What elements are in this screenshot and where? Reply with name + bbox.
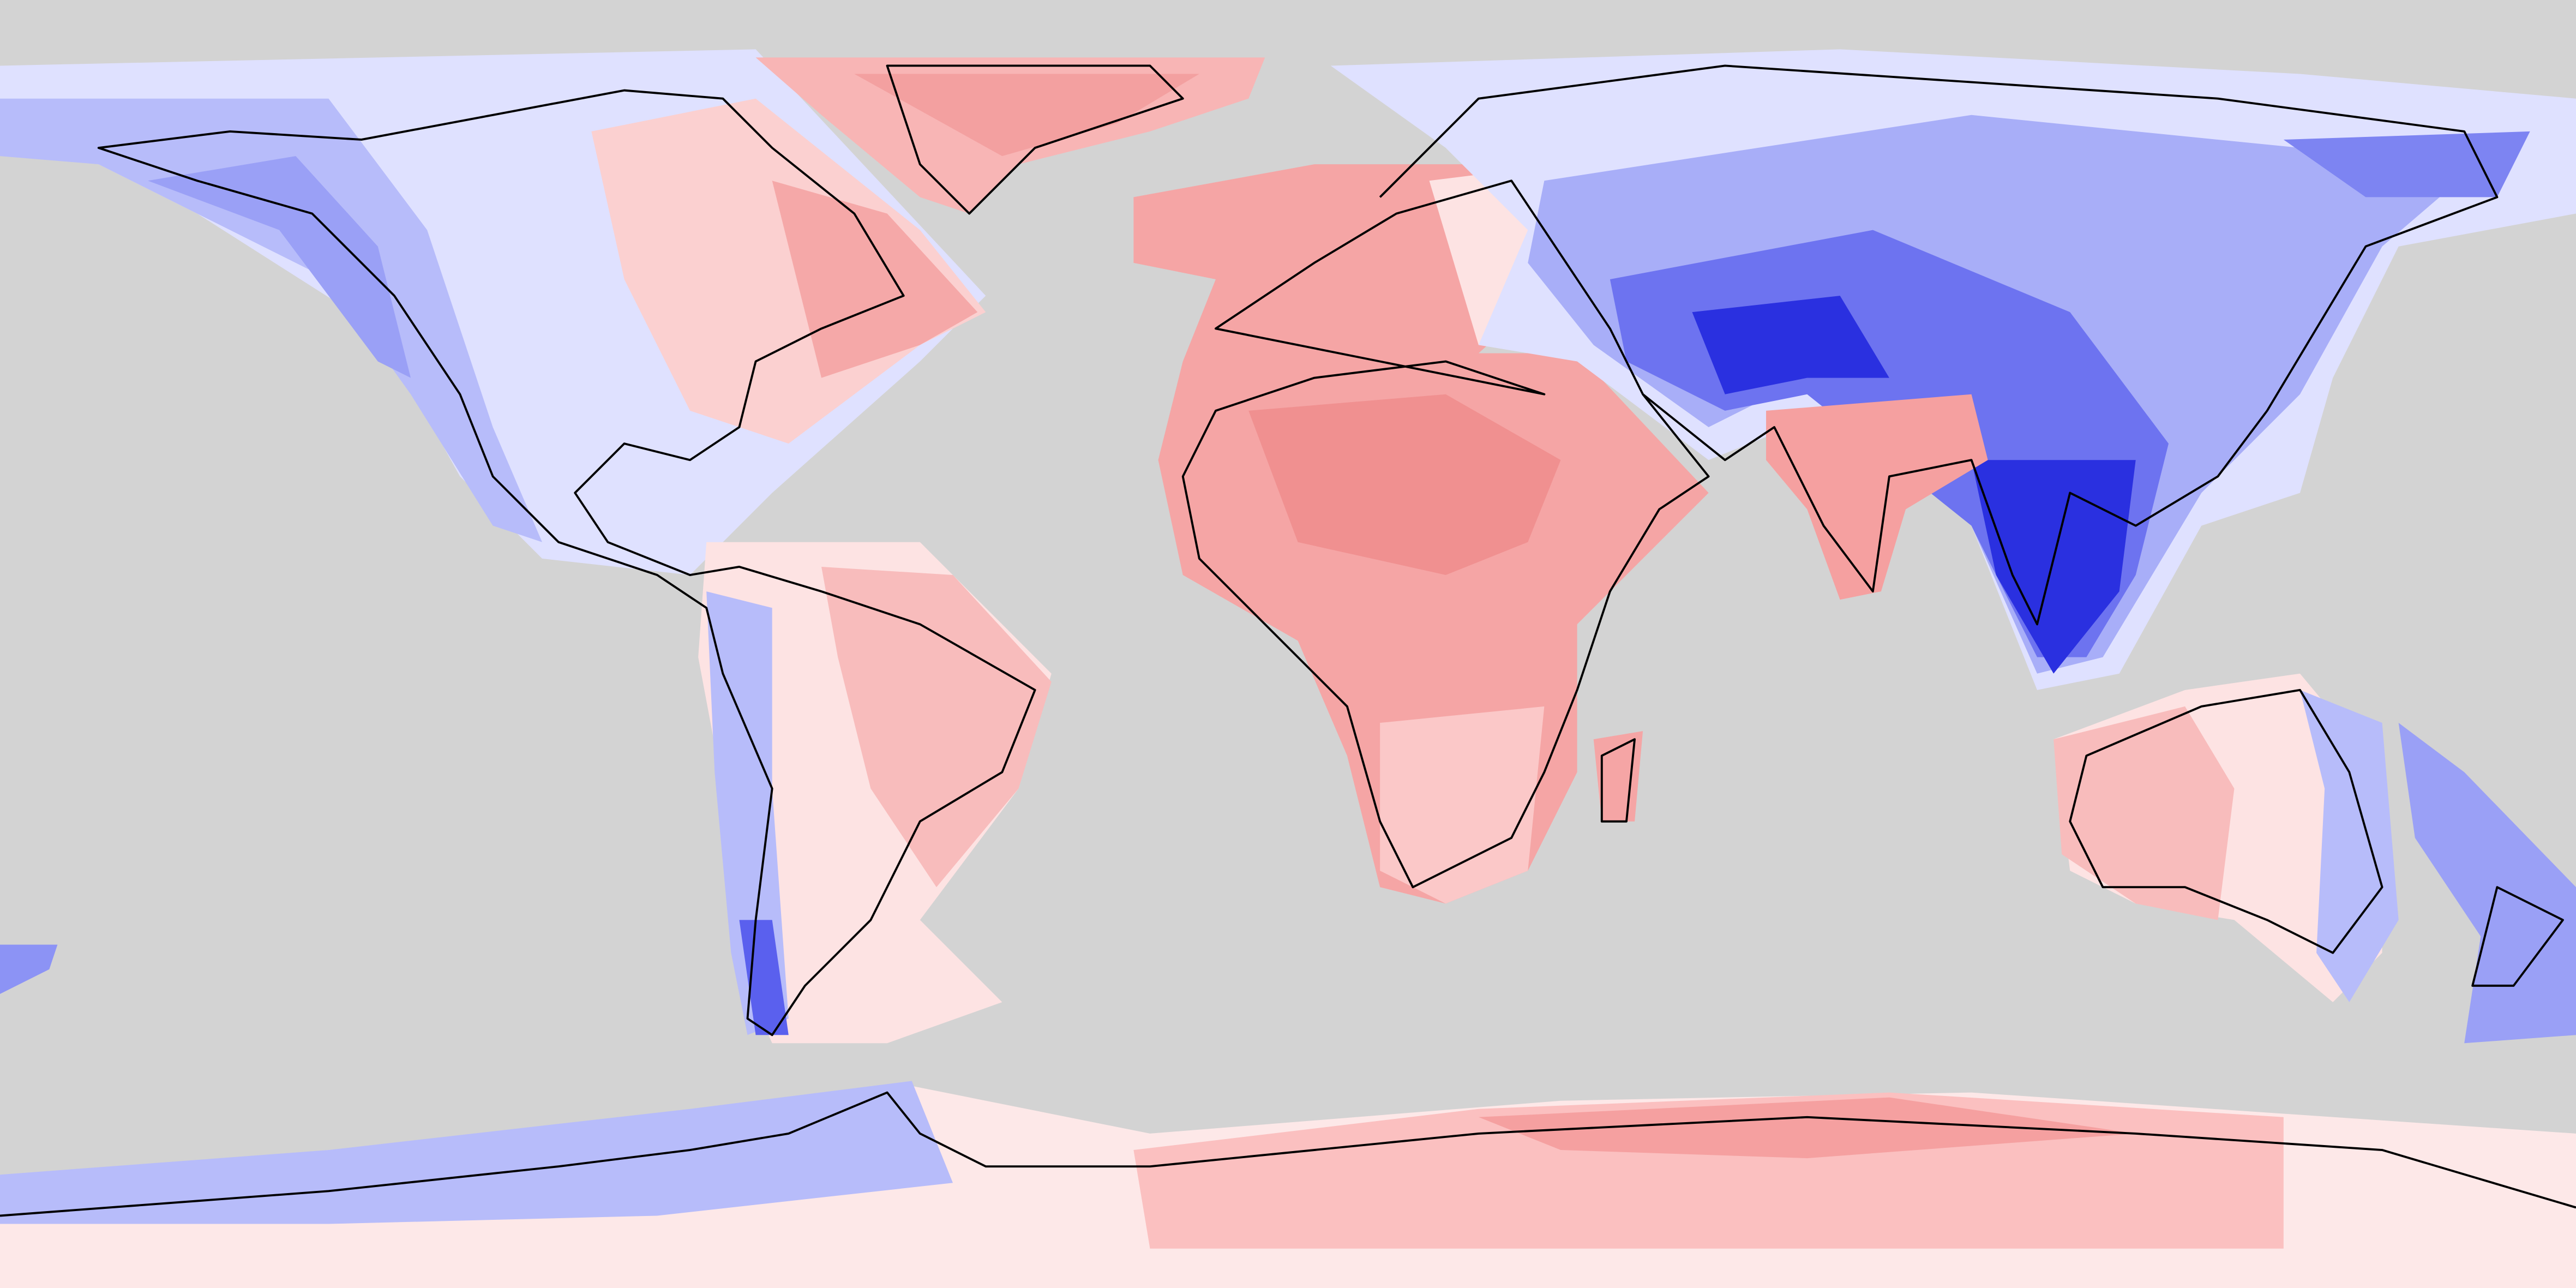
antarctica-field bbox=[0, 1081, 2576, 1288]
coastline bbox=[97, 89, 1036, 1037]
south-america-field bbox=[698, 542, 1052, 1044]
region bbox=[2299, 690, 2399, 1003]
region bbox=[0, 98, 542, 542]
coastline bbox=[2069, 688, 2383, 954]
region bbox=[739, 920, 789, 1035]
coastline bbox=[1181, 179, 1710, 889]
region bbox=[591, 98, 986, 444]
india-field bbox=[1766, 394, 1988, 600]
region bbox=[0, 1081, 953, 1224]
region bbox=[0, 944, 58, 994]
region bbox=[854, 74, 1199, 157]
coastline bbox=[1379, 64, 2499, 626]
coastline bbox=[2471, 886, 2564, 987]
region bbox=[1478, 1097, 2136, 1159]
coastline bbox=[886, 64, 1184, 215]
region bbox=[1692, 296, 2136, 674]
region bbox=[2053, 706, 2235, 920]
australia-field bbox=[2053, 673, 2576, 1044]
coastlines bbox=[0, 64, 2576, 1217]
coastline bbox=[0, 1091, 2576, 1217]
north-america-field bbox=[0, 49, 986, 994]
region bbox=[1248, 394, 1561, 576]
region bbox=[2283, 131, 2530, 197]
region bbox=[821, 566, 1052, 888]
region bbox=[148, 156, 411, 378]
coastline bbox=[1600, 738, 1636, 823]
region bbox=[1380, 706, 1545, 904]
